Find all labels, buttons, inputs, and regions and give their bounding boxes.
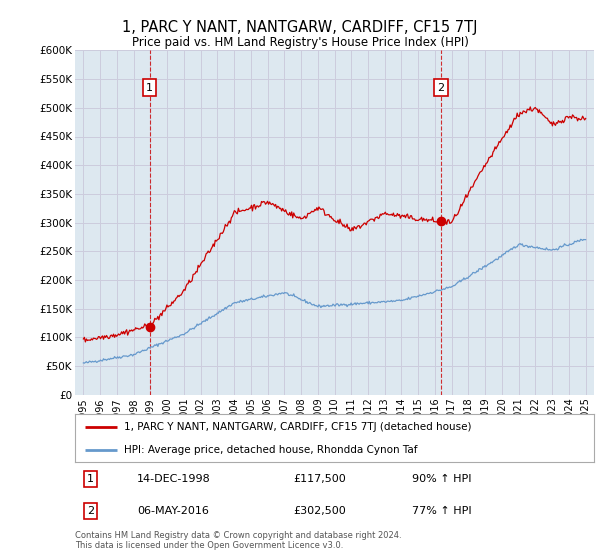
Text: 1: 1: [146, 83, 153, 93]
Text: 90% ↑ HPI: 90% ↑ HPI: [412, 474, 472, 484]
Text: 77% ↑ HPI: 77% ↑ HPI: [412, 506, 472, 516]
Text: 2: 2: [87, 506, 94, 516]
Text: HPI: Average price, detached house, Rhondda Cynon Taf: HPI: Average price, detached house, Rhon…: [124, 445, 418, 455]
Text: £302,500: £302,500: [293, 506, 346, 516]
Text: 06-MAY-2016: 06-MAY-2016: [137, 506, 209, 516]
Text: Contains HM Land Registry data © Crown copyright and database right 2024.
This d: Contains HM Land Registry data © Crown c…: [75, 531, 401, 550]
Text: 1, PARC Y NANT, NANTGARW, CARDIFF, CF15 7TJ: 1, PARC Y NANT, NANTGARW, CARDIFF, CF15 …: [122, 20, 478, 35]
Text: 2: 2: [437, 83, 445, 93]
Text: Price paid vs. HM Land Registry's House Price Index (HPI): Price paid vs. HM Land Registry's House …: [131, 36, 469, 49]
Text: 1: 1: [87, 474, 94, 484]
Text: 1, PARC Y NANT, NANTGARW, CARDIFF, CF15 7TJ (detached house): 1, PARC Y NANT, NANTGARW, CARDIFF, CF15 …: [124, 422, 472, 432]
Text: 14-DEC-1998: 14-DEC-1998: [137, 474, 211, 484]
Text: £117,500: £117,500: [293, 474, 346, 484]
